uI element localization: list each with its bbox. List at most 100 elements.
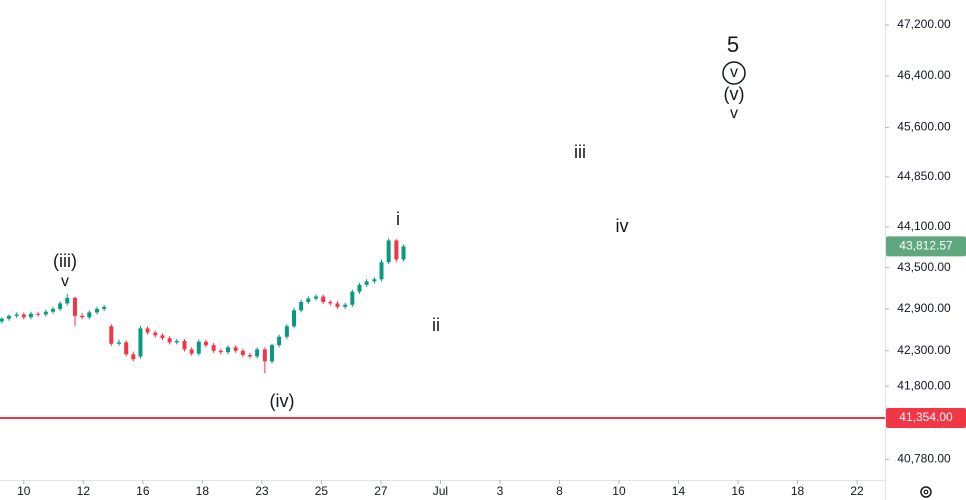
x-tick-label: 18 <box>791 484 805 498</box>
wave-label: (v) <box>724 84 745 104</box>
candle-body <box>357 284 362 292</box>
candle-body <box>394 240 399 260</box>
x-tick-label: 16 <box>136 484 150 498</box>
settings-ring <box>920 486 932 498</box>
y-tick-label: 44,100.00 <box>897 219 951 233</box>
candle-body <box>379 262 384 280</box>
wave-label: v <box>730 64 738 81</box>
x-tick-label: 22 <box>850 484 864 498</box>
price-label: 43,812.57 <box>899 239 953 253</box>
x-tick-label: 16 <box>731 484 745 498</box>
candle-body <box>28 313 33 318</box>
y-tick-label: 40,780.00 <box>897 452 951 466</box>
y-tick-label: 41,800.00 <box>897 378 951 392</box>
candle-body <box>262 349 267 362</box>
y-tick-label: 44,850.00 <box>897 169 951 183</box>
y-tick-label: 46,400.00 <box>897 68 951 82</box>
x-tick-label: 18 <box>196 484 210 498</box>
candle-body <box>277 336 282 346</box>
candle-body <box>225 347 230 353</box>
candle-body <box>21 314 26 318</box>
candle-body <box>174 340 179 343</box>
candle-body <box>14 314 19 316</box>
candle-body <box>203 341 208 346</box>
candle-body <box>335 303 340 307</box>
candle-body <box>328 302 333 304</box>
candle-body <box>58 303 63 309</box>
wave-label: (iii) <box>53 251 77 271</box>
y-tick-label: 42,300.00 <box>897 343 951 357</box>
candle-body <box>233 347 238 351</box>
candle-body <box>43 311 48 315</box>
candle-body <box>50 308 55 312</box>
candle-body <box>211 345 216 351</box>
candle-body <box>343 304 348 307</box>
x-tick-label: 8 <box>556 484 563 498</box>
candle-body <box>299 302 304 311</box>
candle-body <box>350 291 355 305</box>
wave-label: i <box>396 209 400 229</box>
candle-body <box>401 246 406 260</box>
candle-body <box>80 315 85 318</box>
candle-body <box>255 349 260 357</box>
wave-label: iii <box>574 142 586 162</box>
candle-body <box>364 281 369 285</box>
candle-body <box>0 318 4 322</box>
wave-label: ii <box>432 315 440 335</box>
candle-body <box>292 310 297 327</box>
candle-body <box>36 313 41 315</box>
candle-body <box>269 345 274 362</box>
y-tick-label: 43,500.00 <box>897 260 951 274</box>
candle-body <box>117 342 122 344</box>
x-tick-label: Jul <box>433 484 448 498</box>
y-tick-label: 47,200.00 <box>897 17 951 31</box>
candle-body <box>189 349 194 354</box>
candle-body <box>386 240 391 263</box>
wave-circle <box>722 61 746 85</box>
candle-body <box>124 342 129 355</box>
x-tick-label: 3 <box>497 484 504 498</box>
candle-body <box>314 296 319 299</box>
y-tick-label: 42,900.00 <box>897 301 951 315</box>
settings-icon[interactable] <box>920 486 932 498</box>
wave-label: (iv) <box>270 391 295 411</box>
candle-body <box>247 354 252 357</box>
wave-label: v <box>61 273 69 290</box>
hline-badge <box>886 407 966 428</box>
candle-body <box>87 312 92 318</box>
candle-body <box>240 350 245 355</box>
x-tick-label: 27 <box>374 484 388 498</box>
candle-body <box>167 338 172 343</box>
x-tick-label: 12 <box>77 484 91 498</box>
candle-body <box>196 341 201 354</box>
hline-label: 41,354.00 <box>899 410 953 424</box>
candle-body <box>102 306 107 309</box>
candle-body <box>109 326 114 344</box>
candle-body <box>160 335 165 339</box>
x-tick-label: 25 <box>315 484 329 498</box>
candle-body <box>153 332 158 336</box>
candle-body <box>65 297 70 304</box>
candle-body <box>72 297 77 316</box>
wave-label: iv <box>616 216 629 236</box>
candle-body <box>131 354 136 360</box>
wave-label: v <box>730 105 738 122</box>
y-tick-label: 45,600.00 <box>897 120 951 134</box>
x-tick-label: 10 <box>17 484 31 498</box>
x-tick-label: 14 <box>672 484 686 498</box>
candle-body <box>6 315 11 319</box>
candle-body <box>145 328 150 333</box>
candle-body <box>372 279 377 282</box>
candle-body <box>95 308 100 313</box>
candle-body <box>284 326 289 337</box>
x-tick-label: 10 <box>612 484 626 498</box>
candle-body <box>182 340 187 350</box>
candle-body <box>138 328 143 357</box>
candle-body <box>321 296 326 303</box>
settings-core <box>923 489 929 495</box>
x-tick-label: 23 <box>255 484 269 498</box>
candle-body <box>306 298 311 303</box>
candle-body <box>218 350 223 353</box>
